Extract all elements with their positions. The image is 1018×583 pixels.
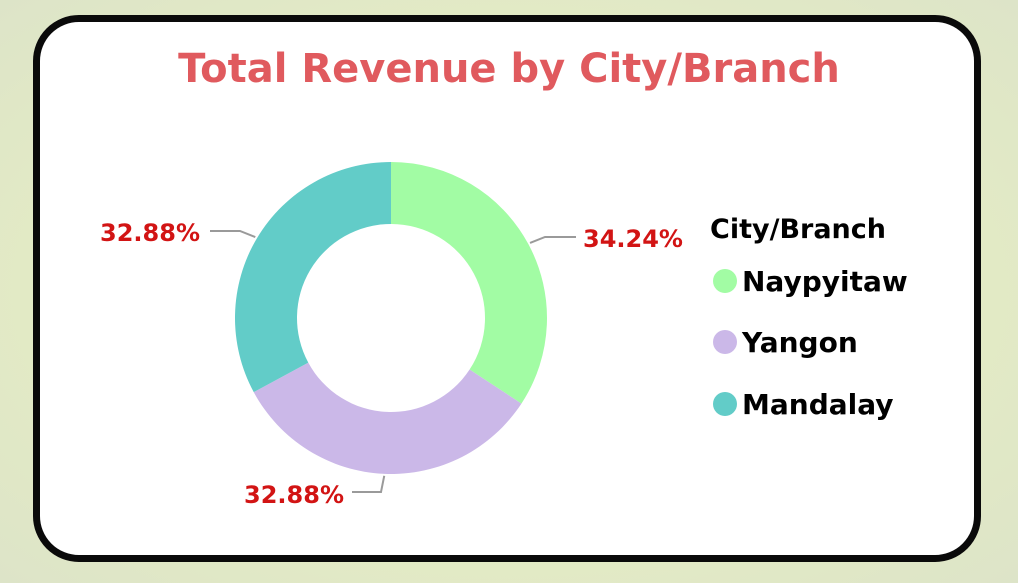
leader-line-yangon <box>352 475 386 493</box>
donut-slices <box>234 162 548 475</box>
legend-label-naypyitaw[interactable]: Naypyitaw <box>742 265 908 298</box>
legend-marker-yangon[interactable] <box>713 330 737 354</box>
legend-label-mandalay[interactable]: Mandalay <box>742 388 894 421</box>
slice-mandalay[interactable] <box>234 162 391 393</box>
legend-label-yangon[interactable]: Yangon <box>741 326 858 359</box>
slice-naypyitaw[interactable] <box>391 162 548 404</box>
legend-marker-naypyitaw[interactable] <box>713 269 737 293</box>
data-labels: 34.24% 32.88% 32.88% <box>100 219 683 509</box>
legend-title: City/Branch <box>710 214 886 245</box>
chart-title: Total Revenue by City/Branch <box>178 46 840 92</box>
leader-line-mandalay <box>210 230 256 238</box>
data-label-yangon: 32.88% <box>244 481 344 509</box>
leader-line-naypyitaw <box>529 236 576 244</box>
data-label-naypyitaw: 34.24% <box>583 225 683 253</box>
legend-marker-mandalay[interactable] <box>713 392 737 416</box>
data-label-mandalay: 32.88% <box>100 219 200 247</box>
slice-yangon[interactable] <box>253 362 522 475</box>
legend: City/Branch Naypyitaw Yangon Mandalay <box>710 214 908 421</box>
